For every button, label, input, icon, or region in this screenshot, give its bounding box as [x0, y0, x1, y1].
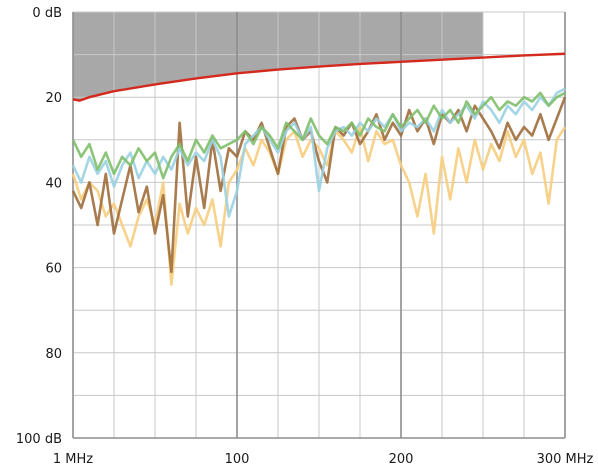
series-line-1 — [71, 125, 567, 286]
y-axis-ticks: 0 dB 20 40 60 80 100 dB — [16, 6, 62, 447]
limit-line-path — [72, 52, 566, 102]
y-tick-label: 0 dB — [32, 6, 62, 21]
y-tick-label: 40 — [45, 176, 62, 191]
x-axis-ticks: 1 MHz 100 200 300 MHz — [53, 452, 594, 467]
limit-line — [72, 52, 566, 102]
series-line-2 — [71, 96, 567, 274]
series-line-4 — [71, 91, 566, 180]
y-tick-label: 100 dB — [16, 432, 62, 447]
y-tick-label: 60 — [45, 262, 62, 277]
x-tick-label: 200 — [389, 452, 414, 467]
chart-series — [71, 87, 567, 286]
x-tick-label: 100 — [225, 452, 250, 467]
y-tick-label: 20 — [45, 91, 62, 106]
y-tick-label: 80 — [45, 347, 62, 362]
chart-grid — [72, 11, 566, 439]
series-line-3 — [71, 87, 566, 218]
x-tick-label: 1 MHz — [53, 452, 93, 467]
x-tick-label: 300 MHz — [537, 452, 594, 467]
